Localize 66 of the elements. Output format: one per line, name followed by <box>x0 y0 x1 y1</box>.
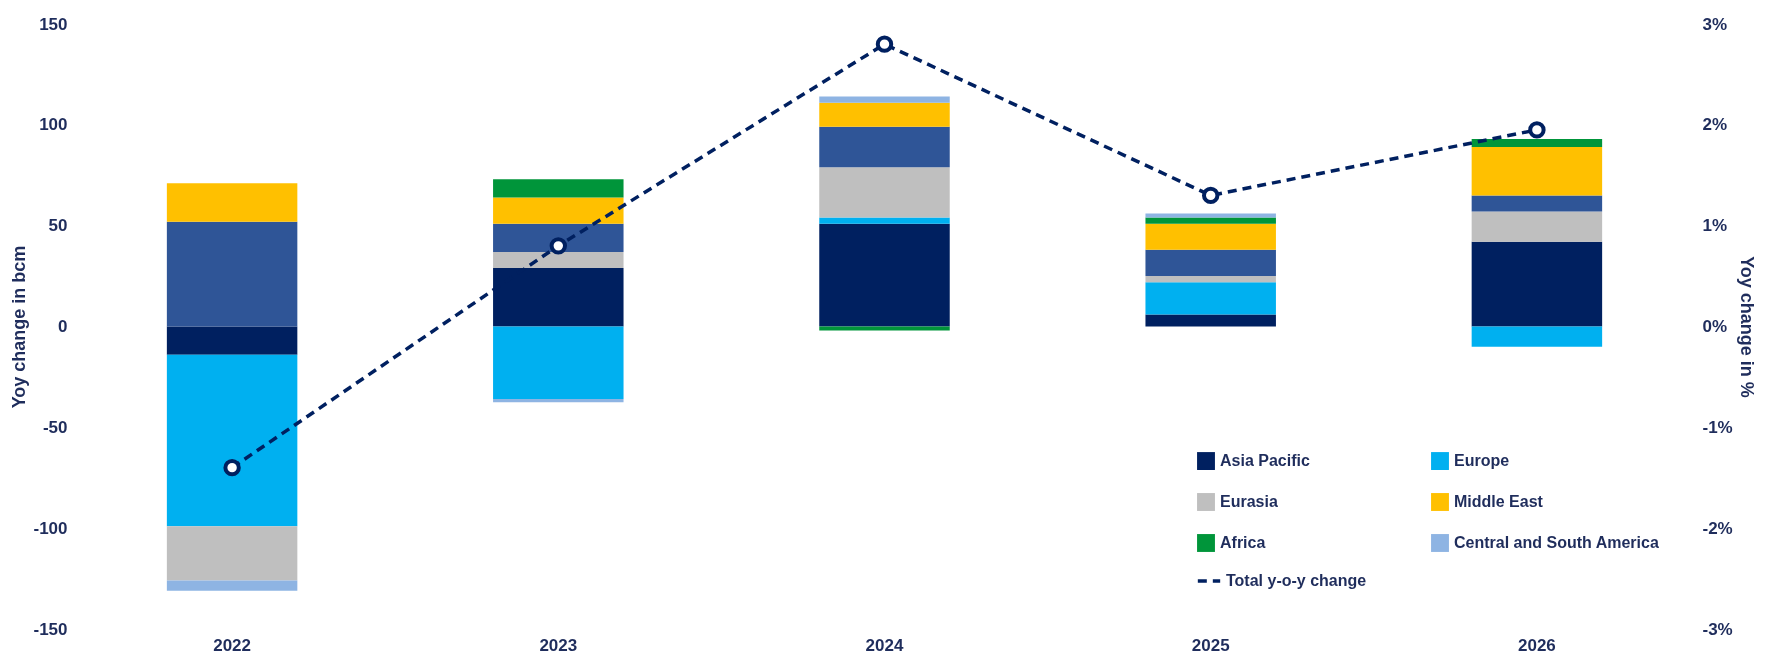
point <box>549 237 568 255</box>
bar <box>493 223 624 252</box>
bar <box>493 197 624 224</box>
x-tick-label: 2024 <box>865 635 904 655</box>
bar <box>493 399 624 403</box>
bar <box>1471 147 1603 196</box>
legend-label: Eurasia <box>1220 493 1278 510</box>
y-tick-label: -50 <box>42 417 68 437</box>
bar <box>493 179 624 198</box>
bar <box>1145 249 1276 277</box>
legend-label: Africa <box>1220 534 1266 551</box>
bar <box>166 526 298 581</box>
bar <box>819 223 950 327</box>
legend-label: Middle East <box>1454 493 1544 510</box>
bar <box>166 326 298 355</box>
legend-label: Asia Pacific <box>1220 452 1310 470</box>
bar <box>1145 282 1276 315</box>
y-tick-label: 50 <box>48 216 68 236</box>
bar <box>166 354 298 527</box>
bar <box>1145 276 1276 283</box>
bar <box>1471 326 1603 347</box>
bar <box>819 167 950 218</box>
bar <box>819 326 950 331</box>
bar <box>1471 138 1603 148</box>
bar <box>819 102 950 127</box>
bar <box>166 580 298 591</box>
bar <box>819 126 950 168</box>
x-tick-label: 2023 <box>539 635 578 655</box>
bar <box>1471 211 1603 242</box>
bar <box>819 96 950 103</box>
y-tick-label: -100 <box>33 518 68 538</box>
bar <box>1145 314 1276 327</box>
legend-label: Europe <box>1454 452 1510 470</box>
bar <box>493 268 624 327</box>
point <box>1528 121 1546 139</box>
bar <box>1471 241 1603 327</box>
y-tick-label: 0 <box>58 317 68 336</box>
bar <box>1145 213 1276 218</box>
x-tick-label: 2026 <box>1517 635 1556 655</box>
y-axis-title: Yoy change in bcm <box>9 245 30 409</box>
point <box>223 458 241 477</box>
x-tick-label: 2025 <box>1191 635 1230 655</box>
bar <box>1145 223 1276 250</box>
bar <box>493 326 624 400</box>
y2-tick-label: -2% <box>1702 518 1733 538</box>
y2-tick-label: -1% <box>1702 417 1733 437</box>
bar <box>819 217 950 224</box>
point <box>1201 186 1220 205</box>
bar <box>493 251 624 269</box>
bar <box>166 221 298 327</box>
y2-tick-label: 3% <box>1702 14 1728 34</box>
legend-label: Central and South America <box>1454 534 1659 551</box>
y2-tick-label: 1% <box>1702 216 1728 236</box>
bar <box>1471 195 1603 212</box>
y2-tick-label: -3% <box>1702 619 1733 639</box>
y2-tick-label: 2% <box>1702 115 1728 135</box>
y-tick-label: 100 <box>39 115 68 135</box>
legend-label: Total y-o-y change <box>1226 572 1367 589</box>
y2-tick-label: 0% <box>1702 317 1728 336</box>
point <box>875 35 894 53</box>
y-tick-label: -150 <box>33 619 68 639</box>
bar <box>1145 217 1276 224</box>
y2-axis-title: Yoy change in % <box>1736 256 1757 398</box>
x-tick-label: 2022 <box>213 635 252 655</box>
y-tick-label: 150 <box>39 14 68 34</box>
bar <box>166 183 298 222</box>
